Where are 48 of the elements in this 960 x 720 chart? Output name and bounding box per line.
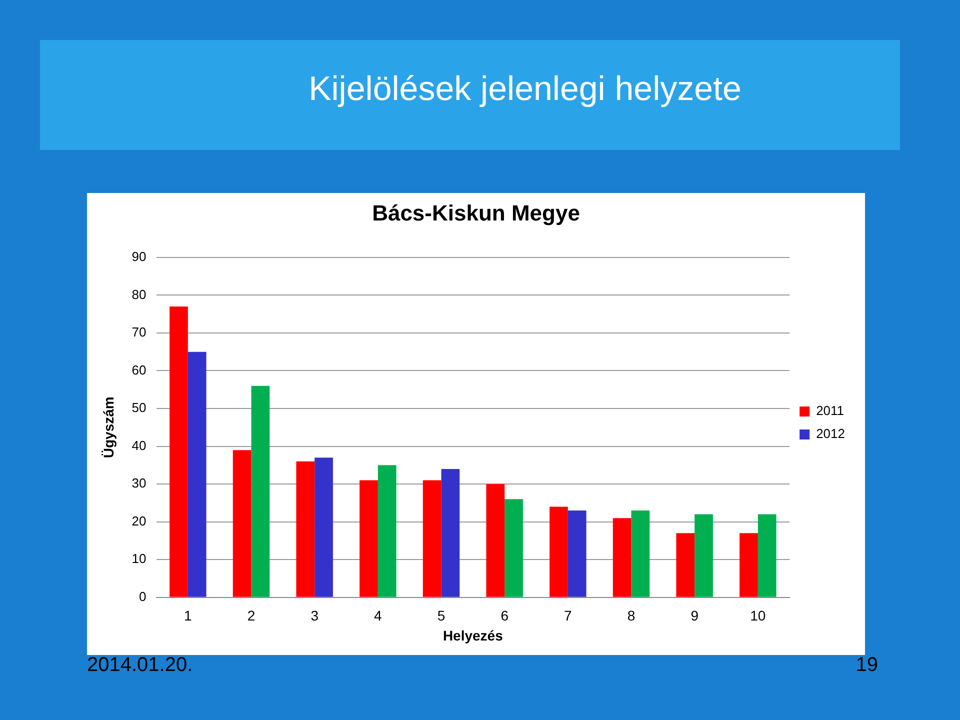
bar	[612, 518, 632, 597]
bar	[504, 499, 523, 597]
x-tick-label: 1	[184, 608, 192, 624]
bar	[568, 510, 586, 597]
x-tick-label: 2	[247, 608, 256, 624]
bar	[188, 352, 206, 597]
bar	[441, 468, 460, 597]
y-tick-label: 90	[132, 248, 146, 264]
bar	[232, 450, 252, 597]
bar	[360, 480, 378, 597]
x-tick-label: 9	[690, 608, 699, 624]
y-tick-label: 20	[132, 513, 146, 528]
bar	[422, 480, 442, 597]
bar	[758, 514, 776, 597]
x-tick-label: 5	[437, 608, 446, 624]
chart-subtitle: Bács-Kiskun Megye	[372, 200, 580, 226]
x-tick-label: 10	[750, 608, 766, 624]
legend-label: 2012	[816, 426, 845, 442]
y-tick-label: 60	[132, 362, 146, 378]
y-tick-label: 30	[132, 476, 146, 491]
x-axis-title: Helyezés	[442, 627, 504, 644]
chart-title: Kijelölések jelenlegi helyzete	[308, 70, 742, 109]
bar	[676, 533, 695, 597]
y-axis-title: Ügyszám	[100, 396, 116, 458]
x-tick-label: 4	[374, 608, 382, 624]
bar	[378, 465, 396, 597]
bar	[740, 533, 758, 597]
bar	[296, 461, 315, 597]
legend-label: 2011	[816, 403, 844, 418]
bar	[631, 510, 650, 597]
bar	[170, 306, 188, 597]
bar	[251, 386, 270, 597]
x-tick-label: 8	[627, 608, 636, 624]
bar	[550, 506, 568, 597]
bar	[314, 458, 333, 597]
x-tick-label: 6	[500, 608, 509, 624]
text: 2014.01.20.	[87, 654, 193, 677]
bar	[486, 484, 505, 597]
bar	[694, 514, 713, 597]
text: 19	[856, 654, 878, 677]
y-tick-label: 0	[139, 588, 146, 604]
y-tick-label: 40	[132, 438, 146, 453]
x-tick-label: 3	[310, 608, 319, 624]
y-tick-label: 80	[132, 286, 146, 302]
y-tick-label: 70	[132, 324, 146, 340]
y-tick-label: 10	[132, 551, 146, 566]
x-tick-label: 7	[564, 608, 572, 624]
y-tick-label: 50	[132, 400, 146, 416]
